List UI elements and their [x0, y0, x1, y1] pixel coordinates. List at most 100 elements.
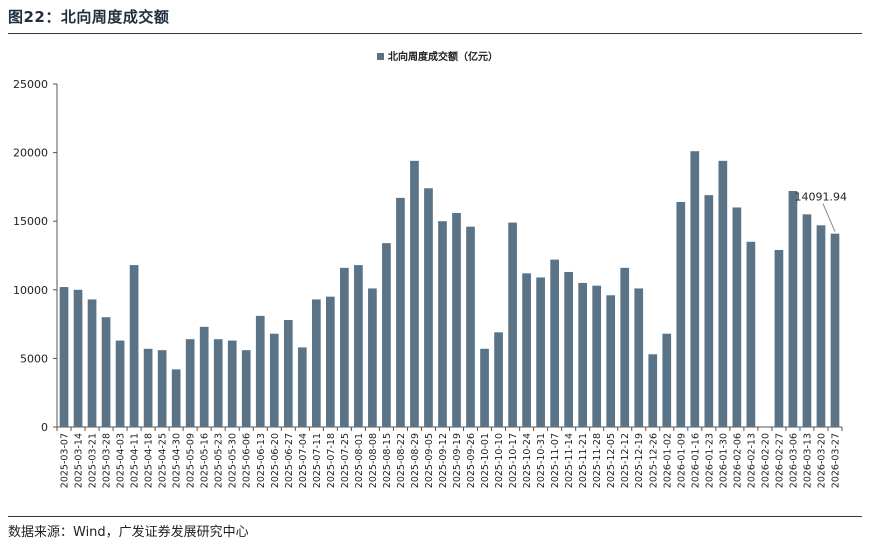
x-tick-label: 2025-03-21	[88, 433, 99, 488]
bar	[704, 195, 714, 427]
x-tick-label: 2025-12-12	[620, 433, 631, 488]
bar	[466, 226, 475, 427]
bar	[171, 369, 181, 427]
bar	[185, 339, 195, 427]
bar	[550, 259, 559, 427]
x-tick-label: 2026-01-09	[676, 433, 687, 488]
x-tick-label: 2025-04-18	[144, 433, 155, 488]
x-tick-label: 2025-08-22	[396, 433, 407, 488]
y-tick-label: 15000	[13, 215, 48, 228]
x-tick-label: 2026-03-20	[816, 433, 827, 488]
x-tick-label: 2026-03-13	[802, 433, 813, 488]
y-tick-label: 0	[41, 421, 48, 434]
x-tick-label: 2025-11-21	[578, 433, 589, 488]
x-tick-label: 2025-04-30	[172, 433, 183, 488]
bar	[452, 212, 461, 427]
bar	[129, 265, 139, 427]
annotation-leader	[822, 203, 836, 232]
bar	[143, 348, 153, 427]
x-tick-label: 2025-07-04	[298, 433, 309, 488]
bar	[746, 241, 756, 427]
x-tick-label: 2026-03-06	[788, 433, 799, 488]
bar	[73, 289, 83, 427]
x-tick-label: 2025-08-15	[382, 433, 393, 488]
legend-label: 北向周度成交额（亿元）	[388, 50, 498, 63]
x-tick-label: 2025-09-05	[424, 433, 435, 488]
title-divider	[8, 33, 862, 34]
bar	[620, 267, 630, 427]
bar	[59, 287, 69, 427]
bar	[326, 296, 335, 427]
x-tick-label: 2026-01-30	[718, 433, 729, 488]
x-tick-label: 2025-07-11	[312, 433, 323, 488]
bar	[480, 348, 489, 427]
bar	[199, 326, 209, 427]
bar	[606, 295, 616, 427]
x-tick-label: 2025-06-20	[270, 433, 281, 488]
x-tick-label: 2025-11-14	[564, 433, 575, 488]
x-tick-label: 2025-05-23	[214, 433, 225, 488]
bar	[87, 299, 97, 427]
x-tick-label: 2025-10-01	[480, 433, 491, 488]
x-tick-label: 2025-05-09	[186, 433, 197, 488]
bar	[241, 350, 251, 427]
bar	[676, 201, 686, 427]
x-tick-label: 2025-06-06	[242, 433, 253, 488]
bar	[718, 160, 728, 427]
legend-swatch	[377, 53, 384, 60]
bar	[536, 277, 545, 427]
bar	[157, 350, 167, 427]
bar	[494, 332, 503, 427]
x-tick-label: 2025-10-17	[508, 433, 519, 488]
x-tick-label: 2025-09-19	[452, 433, 463, 488]
bar	[396, 197, 405, 427]
x-tick-label: 2026-02-13	[746, 433, 757, 488]
figure-title: 图22：北向周度成交额	[8, 8, 170, 26]
x-tick-label: 2025-12-19	[634, 433, 645, 488]
x-tick-label: 2025-10-24	[522, 433, 533, 488]
x-tick-label: 2025-08-29	[410, 433, 421, 488]
x-tick-label: 2025-09-26	[466, 433, 477, 488]
bar	[508, 222, 517, 427]
x-tick-label: 2025-08-08	[368, 433, 379, 488]
bar	[648, 354, 658, 427]
bar	[101, 317, 111, 427]
bar	[283, 319, 293, 427]
bar	[774, 250, 784, 427]
x-tick-label: 2025-06-13	[256, 433, 267, 488]
x-tick-label: 2025-03-28	[102, 433, 113, 488]
y-tick-label: 25000	[13, 78, 48, 91]
x-tick-label: 2025-11-07	[550, 433, 561, 488]
bar	[592, 285, 602, 427]
bar	[634, 288, 644, 427]
bar	[564, 271, 573, 427]
bar	[297, 347, 307, 427]
bar	[578, 282, 588, 427]
bar	[522, 273, 531, 427]
data-label: 14091.94	[794, 191, 847, 204]
x-tick-label: 2025-09-12	[438, 433, 449, 488]
x-tick-label: 2026-01-23	[704, 433, 715, 488]
x-tick-label: 2025-10-10	[494, 433, 505, 488]
bar	[227, 340, 237, 427]
bar	[311, 299, 321, 427]
source-divider	[8, 516, 862, 517]
bar	[115, 340, 125, 427]
x-tick-label: 2025-04-03	[116, 433, 127, 488]
bar	[788, 191, 798, 427]
bar	[269, 333, 279, 427]
x-tick-label: 2025-07-18	[326, 433, 337, 488]
x-tick-label: 2026-01-16	[690, 433, 701, 488]
bar	[662, 333, 672, 427]
bar	[424, 188, 433, 427]
x-tick-label: 2025-07-25	[340, 433, 351, 488]
bar	[830, 233, 840, 427]
bar	[213, 339, 223, 427]
x-tick-label: 2026-02-06	[732, 433, 743, 488]
x-tick-label: 2025-03-07	[60, 433, 71, 488]
bar	[368, 288, 377, 427]
x-tick-label: 2025-05-16	[200, 433, 211, 488]
x-tick-label: 2026-03-27	[830, 433, 841, 488]
